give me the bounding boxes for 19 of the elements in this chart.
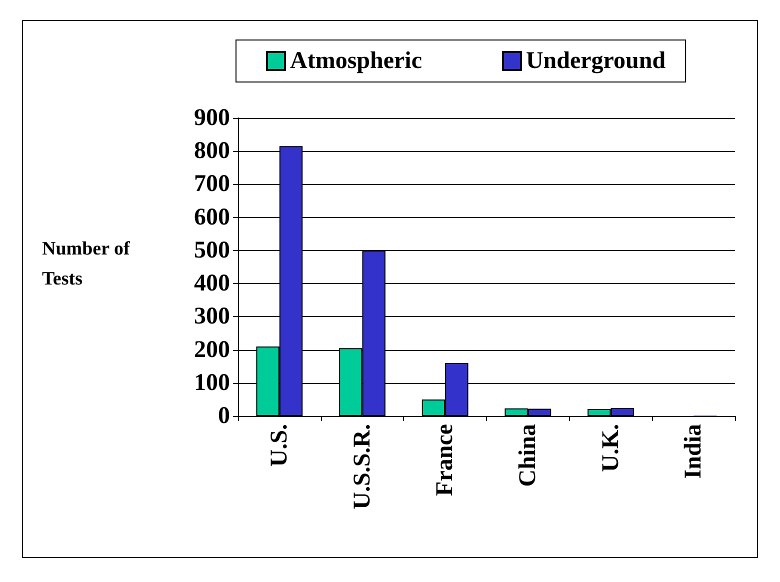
y-tick-label: 600 (194, 204, 230, 230)
y-tick-label: 700 (194, 171, 230, 198)
x-tick-label: France (432, 424, 458, 496)
y-tick-label: 0 (218, 403, 230, 429)
y-tick-label: 400 (194, 270, 230, 297)
legend-label: Underground (526, 48, 666, 74)
y-tick-label: 800 (194, 138, 230, 164)
y-tick-label: 500 (194, 237, 230, 264)
y-tick-label: 200 (194, 336, 230, 363)
y-tick-label: 900 (194, 105, 230, 131)
x-tick-label: U.S. (266, 424, 292, 467)
x-tick-label: U.K. (598, 424, 624, 472)
x-tick-label: China (514, 424, 541, 487)
x-tick-label: India (680, 424, 707, 479)
legend-label: Atmospheric (290, 48, 422, 74)
y-tick-label: 100 (194, 370, 230, 396)
y-axis-title: Number of Tests (42, 238, 135, 290)
x-tick-label: U.S.S.R. (349, 424, 376, 510)
y-tick-label: 300 (194, 304, 230, 330)
